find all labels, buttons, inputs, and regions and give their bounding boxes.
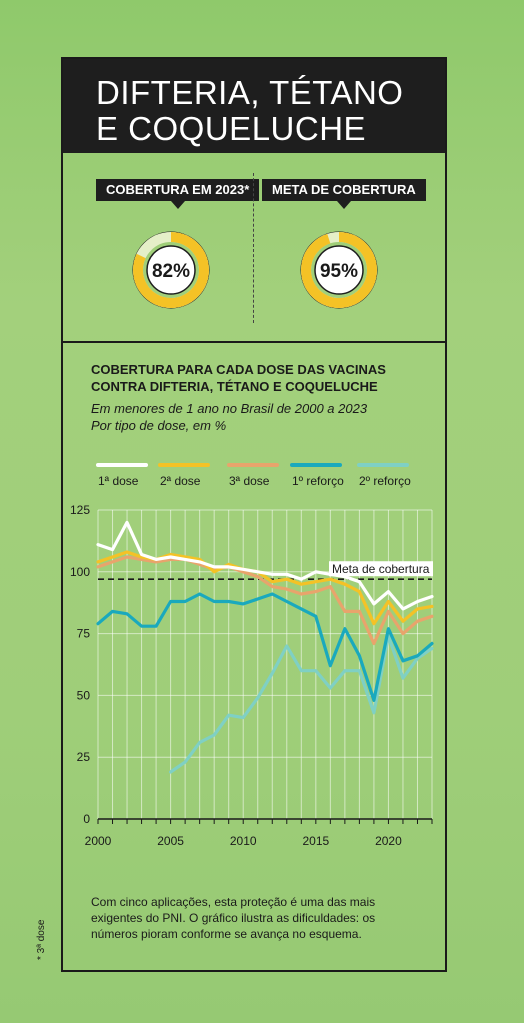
legend-label: 1º reforço	[292, 474, 344, 488]
kpi-label-coverage: COBERTURA EM 2023*	[96, 179, 260, 209]
chart-title-line-2: CONTRA DIFTERIA, TÉTANO E COQUELUCHE	[91, 379, 378, 394]
kpi-divider	[253, 173, 254, 323]
x-tick-label: 2000	[85, 834, 112, 848]
coverage-line-chart: 0 25 50 75 100 125 2000 2005 2010 2015 2020 Meta de…	[70, 463, 434, 848]
chart-subtitle: Em menores de 1 ano no Brasil de 2000 a …	[91, 400, 431, 434]
series-line	[96, 520, 434, 611]
legend-label: 2ª dose	[160, 474, 201, 488]
legend-label: 3ª dose	[229, 474, 270, 488]
x-tick-label: 2005	[157, 834, 184, 848]
chart-subtitle-line-1: Em menores de 1 ano no Brasil de 2000 a …	[91, 401, 368, 416]
x-tick-label: 2015	[302, 834, 329, 848]
y-tick-label: 100	[70, 565, 90, 579]
series-line	[96, 555, 434, 646]
kpi-row: COBERTURA EM 2023* META DE COBERTURA 82%…	[63, 153, 445, 343]
coverage-donut-arc	[133, 232, 209, 308]
title-line-1: DIFTERIA, TÉTANO	[96, 74, 404, 111]
title-box: DIFTERIA, TÉTANO E COQUELUCHE	[63, 59, 445, 153]
reference-label-bg	[329, 561, 433, 577]
y-tick-label: 0	[83, 812, 90, 826]
target-donut: 95%	[300, 231, 378, 309]
kpi-label-target: META DE COBERTURA	[262, 179, 426, 209]
series-line	[96, 592, 434, 702]
reference-line-label: Meta de cobertura	[332, 562, 430, 576]
legend-label: 2º reforço	[359, 474, 411, 488]
y-tick-label: 50	[77, 688, 91, 702]
y-tick-label: 25	[77, 750, 91, 764]
legend-label: 1ª dose	[98, 474, 139, 488]
chart-subtitle-line-2: Por tipo de dose, em %	[91, 418, 227, 433]
y-tick-label: 125	[70, 503, 90, 517]
chart-title-line-1: COBERTURA PARA CADA DOSE DAS VACINAS	[91, 362, 386, 377]
target-value: 95%	[320, 261, 358, 282]
coverage-donut: 82%	[132, 231, 210, 309]
footer-text: Com cinco aplicações, esta proteção é um…	[91, 895, 376, 941]
x-tick-label: 2020	[375, 834, 402, 848]
x-tick-label: 2010	[230, 834, 257, 848]
coverage-donut-center	[146, 245, 196, 295]
infographic-panel: DIFTERIA, TÉTANO E COQUELUCHE COBERTURA …	[61, 57, 447, 972]
y-tick-label: 75	[77, 627, 91, 641]
coverage-value: 82%	[152, 261, 190, 282]
target-donut-arc	[301, 232, 378, 308]
chart-header: COBERTURA PARA CADA DOSE DAS VACINAS CON…	[91, 361, 431, 434]
target-donut-center	[314, 245, 364, 295]
side-note: * 3ª dose	[36, 919, 47, 960]
title-line-2: E COQUELUCHE	[96, 110, 367, 147]
